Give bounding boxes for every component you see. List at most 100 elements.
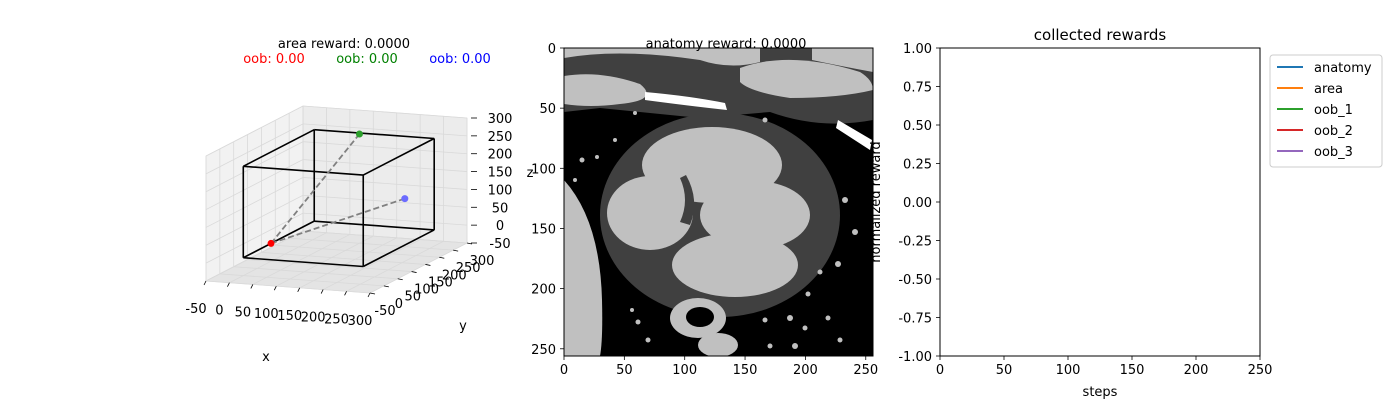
image-ticks: 0 50 100 150 200 250 0 50 100 150 200 250 [531,42,878,378]
box-edge [243,165,364,176]
x-tick-label: 100 [254,307,279,322]
anatomy-reward-title: anatomy reward: 0.0000 [646,37,807,52]
line-y-axis-label: normalized reward [869,141,884,262]
gridline-z [205,123,468,175]
x-tick-mark [297,287,301,293]
y-tick-mark [397,278,403,281]
y-tick-label: 100 [414,283,439,298]
y-tick-mark [369,292,376,295]
y-tick-label: 250 [456,261,481,276]
trajectory-segment [270,133,361,244]
line-y-tick-label: -0.25 [898,235,932,250]
x-tick-label: 150 [277,309,302,324]
y-tick-label: 0 [395,297,403,312]
box-edge [362,229,435,268]
3d-bounding-box [242,128,435,268]
oob-label-green: oob: 0.00 [336,52,398,67]
z-tick-label: 100 [488,183,513,198]
gridline-z [205,177,468,228]
oob-label-blue: oob: 0.00 [429,52,491,67]
x-tick-label: 0 [215,304,223,319]
x-tick-mark [227,282,230,287]
image-x-tick-label: 50 [616,363,633,378]
gridline-z [205,212,468,264]
line-chart-ticks: 0 50 100 150 200 250 -1.00 -0.75 -0.50 -0.25 0.00 0… [898,42,1272,378]
line-chart-title: collected rewards [1034,26,1167,44]
x-tick-label: 50 [235,305,252,320]
z-tick-label: 200 [488,148,513,163]
x-tick-mark [367,292,371,298]
y-tick-label: 300 [470,254,495,269]
image-x-tick-label: 100 [672,363,697,378]
anatomy-image-panel: 0 50 100 150 200 250 0 50 100 150 200 250 anatomy r… [531,37,878,378]
line-x-tick-label: 200 [1184,363,1209,378]
y-tick-mark [411,271,417,273]
image-frame [563,47,874,357]
z-tick-label: 150 [488,166,513,181]
z-tick-label: -50 [489,237,510,252]
image-x-tick-label: 0 [560,363,568,378]
legend: anatomy area oob_1 oob_2 oob_3 [1269,54,1383,168]
image-y-tick-label: 150 [531,222,556,237]
y-tick-mark [425,264,431,266]
z-tick-label: 50 [492,201,509,216]
legend-entry-label: oob_1 [1314,103,1353,118]
image-y-tick-label: 200 [531,283,556,298]
x-tick-label: 200 [301,311,326,326]
scatter-point [267,239,275,247]
x-tick-mark [320,289,324,294]
box-edge [242,129,315,167]
box-edge [243,256,364,268]
line-y-tick-label: 0.00 [903,196,932,211]
gridline-z [205,194,468,246]
3d-gridlines [205,105,468,294]
line-y-tick-label: 1.00 [903,42,932,57]
box-edge [242,220,315,259]
x-tick-mark [203,280,207,286]
line-x-tick-label: 150 [1120,363,1145,378]
scatter-point [401,195,409,203]
image-x-tick-label: 200 [793,363,818,378]
line-x-tick-label: 0 [936,363,944,378]
line-x-tick-label: 250 [1248,363,1273,378]
y-tick-label: 150 [428,275,453,290]
image-x-tick-label: 250 [853,363,878,378]
y-tick-label: 200 [442,268,467,283]
image-y-tick-label: 250 [531,343,556,358]
legend-box [1269,54,1383,168]
z-axis-label: z [527,166,534,181]
trajectory-segment [270,197,406,245]
gridline-z [205,105,468,157]
y-tick-label: -50 [374,304,395,319]
image-y-tick-label: 50 [539,102,556,117]
3d-trajectory [270,133,406,245]
x-tick-label: 300 [348,314,373,329]
legend-entry-label: oob_2 [1314,124,1353,139]
y-tick-mark [383,285,389,288]
z-tick-label: 300 [488,112,513,127]
line-y-tick-label: 0.25 [903,158,932,173]
image-y-tick-label: 0 [548,42,556,57]
line-y-tick-label: 0.75 [903,81,932,96]
y-tick-mark [439,256,445,259]
collected-rewards-panel: 0 50 100 150 200 250 -1.00 -0.75 -0.50 -0.25 0.00 0… [869,26,1383,400]
oob-label-red: oob: 0.00 [243,52,305,67]
line-y-tick-label: -0.75 [898,312,932,327]
scatter-point [355,130,363,138]
line-x-tick-label: 50 [996,363,1013,378]
image-x-tick-label: 150 [733,363,758,378]
line-y-tick-label: 0.50 [903,119,932,134]
box-edge [314,128,435,140]
y-tick-mark [466,242,473,245]
x-tick-label: 250 [324,312,349,327]
x-tick-mark [344,291,347,296]
y-axis-label: y [459,319,467,334]
legend-entry-label: area [1314,82,1343,97]
line-x-tick-label: 100 [1056,363,1081,378]
x-tick-label: -50 [185,302,206,317]
x-tick-mark [250,284,254,289]
x-tick-mark [273,285,277,291]
legend-entry-label: oob_3 [1314,145,1353,160]
